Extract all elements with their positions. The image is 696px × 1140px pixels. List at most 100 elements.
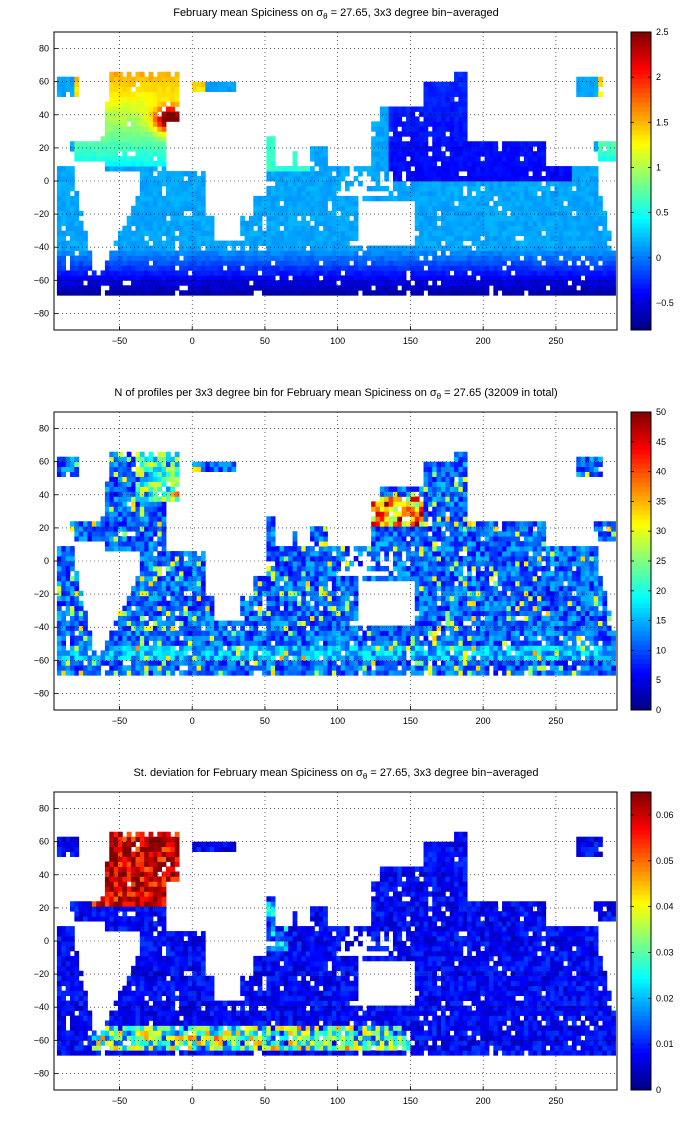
heatmap-cell [419,290,424,296]
heatmap-cell [74,205,80,212]
heatmap-cell [192,230,197,237]
heatmap-cell [310,590,315,597]
heatmap-cell [253,220,259,227]
heatmap-cell [179,200,184,207]
heatmap-cell [152,670,158,676]
heatmap-cell [414,255,420,261]
heatmap-cell [462,245,468,251]
heatmap-cell [292,220,298,227]
heatmap-cell [454,205,459,212]
heatmap-cell [419,260,424,266]
heatmap-cell [484,255,490,261]
heatmap-cell [401,270,407,276]
heatmap-cell [65,76,71,83]
heatmap-cell [502,275,507,281]
heatmap-cell [74,526,80,532]
heatmap-cell [205,255,211,261]
heatmap-cell [157,161,163,167]
heatmap-cell [292,185,298,192]
heatmap-cell [423,111,429,117]
heatmap-cell [170,496,176,502]
heatmap-cell [471,171,477,177]
heatmap-cell [414,265,420,271]
heatmap-cell [379,255,385,261]
heatmap-cell [135,111,141,117]
heatmap-cell [56,181,62,187]
heatmap-cell [161,451,167,458]
colorbar-tick-label: 1.5 [656,117,669,127]
heatmap-cell [323,290,328,296]
heatmap-cell [262,575,267,582]
heatmap-cell [161,136,167,142]
heatmap-cell [139,210,145,217]
heatmap-cell [480,255,486,261]
heatmap-cell [384,245,389,251]
colorbar-segment [631,255,651,261]
heatmap-cell [139,491,145,497]
heatmap-cell [270,635,276,641]
heatmap-cell [218,630,224,636]
heatmap-cell [550,240,555,246]
heatmap-cell [506,171,512,177]
heatmap-cell [118,615,123,621]
heatmap-cell [257,220,263,227]
heatmap-cell [187,280,193,286]
heatmap-cell [593,240,599,246]
heatmap-cell [109,486,115,492]
heatmap-cell [235,620,241,626]
heatmap-cell [532,156,538,162]
heatmap-cell [576,171,582,177]
heatmap-cell [166,245,171,251]
heatmap-cell [70,461,75,468]
heatmap-cell [292,290,298,296]
heatmap-cell [536,280,542,286]
heatmap-cell [475,285,481,291]
heatmap-cell [83,635,88,641]
heatmap-cell [135,250,141,256]
heatmap-cell [593,190,599,197]
heatmap-cell [174,660,180,666]
heatmap-cell [528,230,534,237]
heatmap-cell [161,521,167,527]
heatmap-cell [371,176,376,182]
heatmap-cell [480,220,486,227]
heatmap-cell [122,255,128,261]
heatmap-cell [458,96,464,102]
heatmap-cell [423,96,429,102]
heatmap-cell [78,660,84,666]
heatmap-cell [161,551,167,557]
heatmap-cell [152,275,158,281]
heatmap-cell [397,195,403,202]
heatmap-cell [257,280,263,286]
heatmap-cell [571,265,577,271]
heatmap-cell [480,200,486,207]
heatmap-cell [602,290,608,296]
heatmap-cell [109,111,115,117]
heatmap-cell [166,111,171,117]
heatmap-cell [231,635,237,641]
heatmap-cell [532,190,538,197]
heatmap-cell [423,215,429,222]
heatmap-cell [174,615,180,621]
heatmap-cell [270,171,276,177]
heatmap-cell [611,141,616,147]
heatmap-cell [497,240,503,246]
heatmap-cell [174,76,180,83]
heatmap-cell [462,111,468,117]
heatmap-cell [148,451,154,458]
heatmap-cell [279,260,285,266]
heatmap-cell [554,171,560,177]
heatmap-cell [314,195,320,202]
heatmap-cell [262,235,267,241]
heatmap-cell [118,280,123,286]
heatmap-cell [310,536,315,542]
heatmap-cell [104,660,110,666]
heatmap-cell [366,270,372,276]
heatmap-cell [200,260,206,266]
heatmap-cell [139,561,145,567]
heatmap-cell [166,575,171,582]
heatmap-cell [152,610,158,617]
heatmap-cell [161,640,167,646]
heatmap-cell [131,235,136,241]
heatmap-cell [397,250,403,256]
